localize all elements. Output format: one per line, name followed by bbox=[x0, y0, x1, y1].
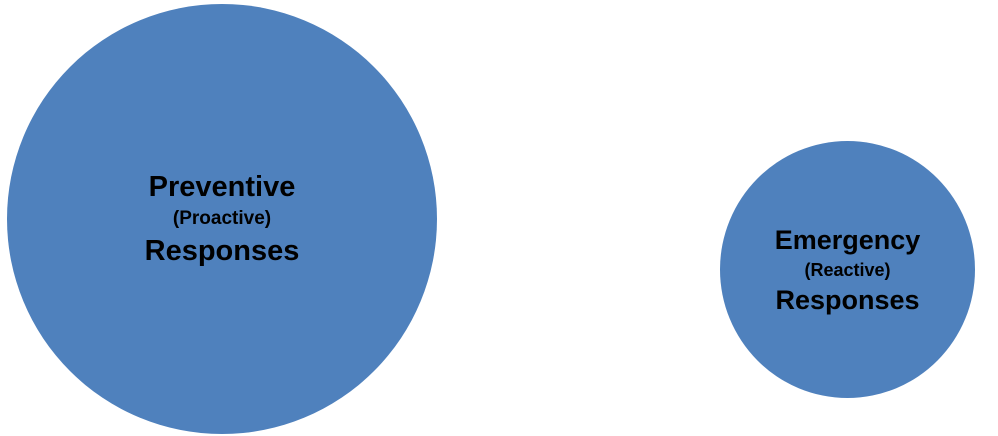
emergency-circle: Emergency (Reactive) Responses bbox=[720, 141, 975, 398]
preventive-subtitle: (Proactive) bbox=[172, 208, 272, 229]
preventive-footer: Responses bbox=[144, 235, 300, 267]
preventive-circle: Preventive (Proactive) Responses bbox=[7, 4, 437, 434]
emergency-footer: Responses bbox=[775, 284, 920, 315]
preventive-title: Preventive bbox=[148, 171, 296, 203]
emergency-title: Emergency bbox=[774, 224, 921, 255]
emergency-subtitle: (Reactive) bbox=[804, 259, 891, 280]
